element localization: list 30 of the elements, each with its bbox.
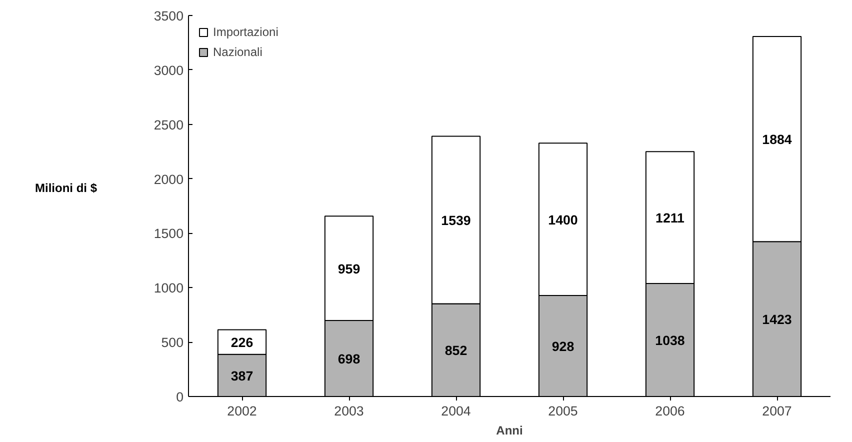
y-tick-label: 1500	[154, 226, 184, 242]
y-tick-label: 1000	[154, 280, 184, 296]
data-label: 1038	[655, 333, 685, 348]
legend-label: Importazioni	[213, 25, 278, 39]
data-label: 1539	[441, 212, 471, 228]
data-label: 226	[230, 335, 254, 350]
data-label: 1423	[762, 312, 792, 328]
y-tick-label: 3000	[154, 62, 184, 78]
legend-label: Nazionali	[213, 45, 262, 59]
y-tick-label: 3500	[154, 8, 184, 24]
y-tick-label: 2000	[154, 172, 184, 187]
data-label: 928	[552, 338, 574, 354]
x-tick-label: 2007	[762, 404, 792, 418]
data-label: 387	[230, 368, 254, 384]
x-tick-label: 2005	[548, 404, 578, 418]
x-tick-label: 2002	[227, 404, 257, 418]
y-axis-title: Milioni di $	[35, 180, 97, 197]
data-label: 698	[338, 352, 360, 367]
x-tick-label: 2003	[334, 404, 364, 418]
data-label: 852	[444, 343, 468, 358]
y-tick-label: 0	[176, 390, 184, 404]
y-tick-label: 500	[161, 335, 184, 350]
data-label: 1884	[762, 132, 792, 148]
data-label: 1211	[656, 210, 686, 226]
data-label: 1400	[548, 212, 578, 228]
y-tick-label: 2500	[154, 117, 184, 132]
x-tick-label: 2006	[655, 404, 685, 418]
x-tick-label: 2004	[441, 404, 472, 418]
data-label: 959	[338, 261, 360, 276]
x-axis-title: Anni	[496, 424, 523, 438]
